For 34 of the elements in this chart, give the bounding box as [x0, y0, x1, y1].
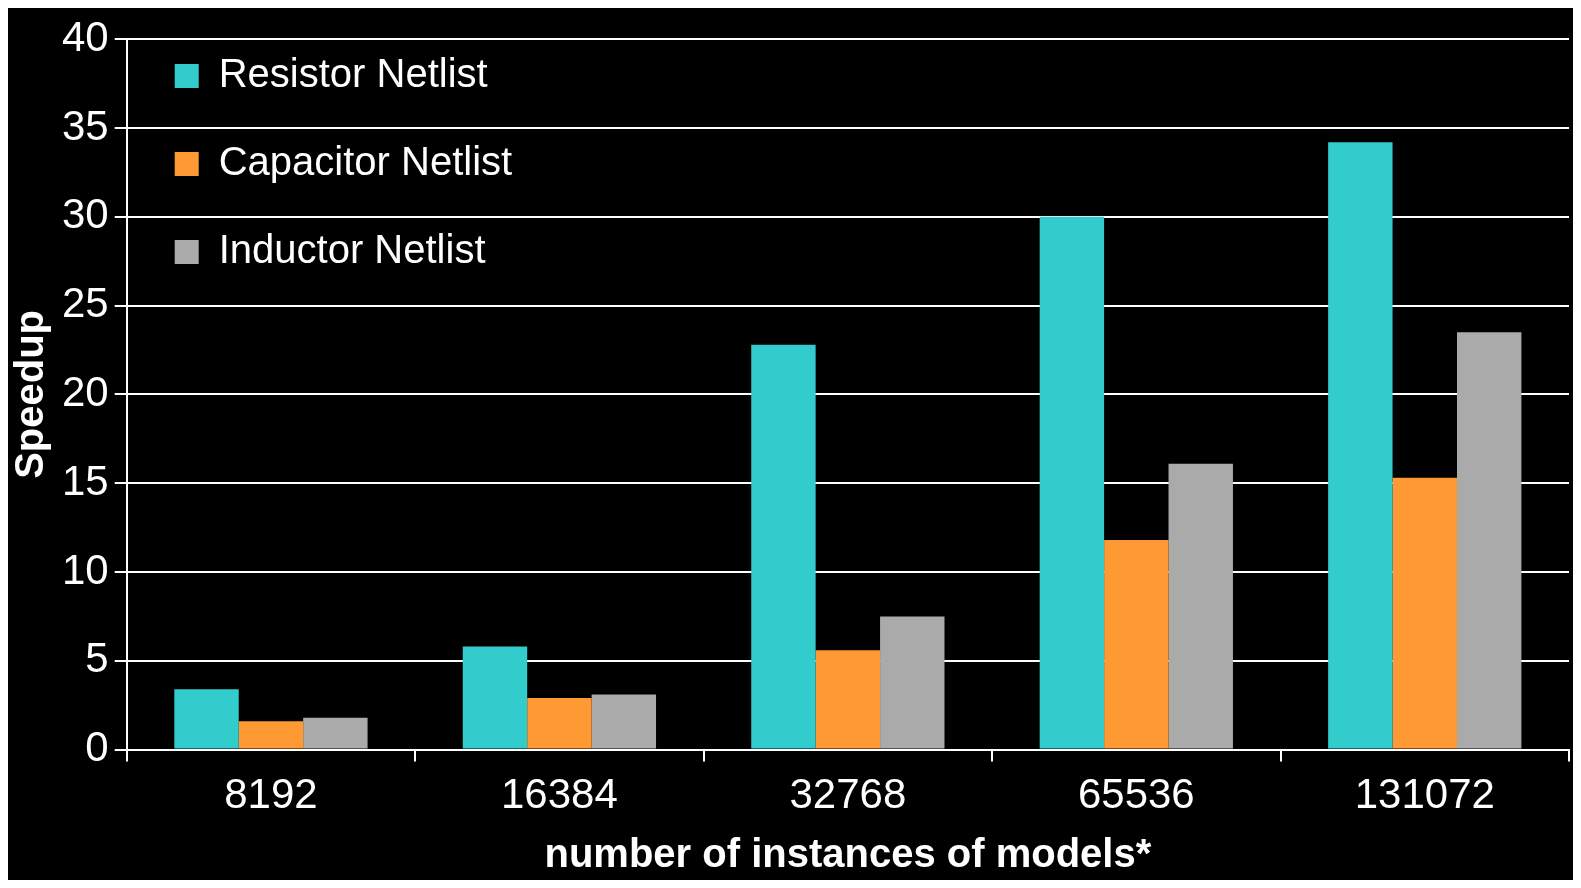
bar: [751, 344, 816, 749]
bar: [1039, 216, 1105, 749]
y-axis-title: Speedup: [7, 309, 52, 479]
y-tick-label: 5: [85, 634, 109, 682]
bar: [880, 616, 945, 749]
bar: [174, 689, 239, 749]
legend-label: Inductor Netlist: [218, 227, 486, 272]
legend-label: Capacitor Netlist: [218, 139, 513, 184]
y-tick-label: 15: [62, 456, 109, 504]
y-tick-label: 40: [62, 12, 109, 60]
bar: [1168, 463, 1233, 749]
y-tick-label: 30: [62, 190, 109, 238]
x-tick-label: 16384: [501, 770, 618, 818]
bar: [238, 721, 304, 749]
bar: [1456, 332, 1522, 749]
x-tick-label: 32768: [789, 770, 907, 818]
y-tick-label: 0: [85, 723, 109, 771]
bar: [815, 650, 881, 749]
y-tick-label: 20: [62, 367, 109, 415]
x-tick-label: 8192: [224, 770, 318, 818]
legend-label: Resistor Netlist: [218, 51, 488, 96]
bar: [1392, 477, 1457, 749]
bar: [591, 694, 657, 749]
bar: [303, 717, 368, 749]
bar: [462, 646, 528, 749]
x-tick-label: 65536: [1077, 770, 1195, 818]
bar: [1328, 142, 1393, 749]
x-axis-title: number of instances of models*: [544, 831, 1152, 876]
y-tick-label: 35: [62, 101, 109, 149]
y-tick-label: 10: [62, 545, 109, 593]
y-tick-label: 25: [62, 279, 109, 327]
x-tick-label: 131072: [1354, 770, 1495, 818]
bar: [527, 698, 592, 749]
bar: [1104, 540, 1169, 749]
